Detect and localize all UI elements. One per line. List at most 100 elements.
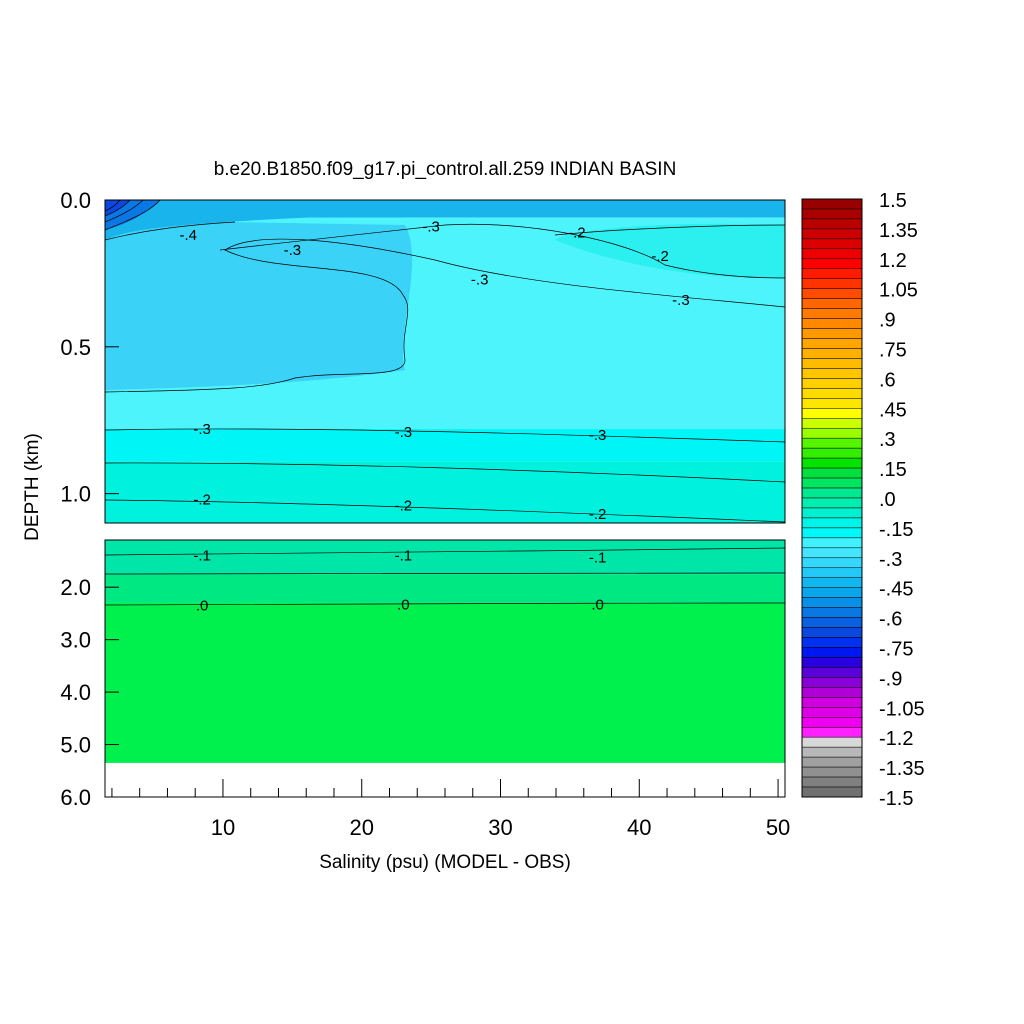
colorbar-swatch <box>801 467 863 479</box>
contour-band <box>105 540 785 575</box>
contour-label: -.1 <box>589 549 607 566</box>
colorbar-swatch <box>801 418 863 429</box>
contour-label: -.3 <box>395 424 413 441</box>
y-tick-label: 5.0 <box>60 733 91 758</box>
colorbar-swatch <box>801 637 863 648</box>
upper-panel-frame <box>104 199 786 524</box>
contour-label: .0 <box>591 597 604 614</box>
contour-label: -.1 <box>193 548 211 565</box>
contour-label: -.2 <box>193 492 211 509</box>
x-tick-label: 10 <box>211 815 235 840</box>
colorbar-swatch <box>801 707 863 718</box>
colorbar-swatch <box>801 248 863 260</box>
colorbar-label: .9 <box>879 310 896 332</box>
colorbar-label: -.6 <box>879 609 902 631</box>
colorbar-swatch <box>801 587 863 598</box>
colorbar-label: .3 <box>879 429 896 451</box>
colorbar-label: -.3 <box>879 549 902 571</box>
contour-label: -.4 <box>180 227 198 244</box>
colorbar-swatch <box>801 717 863 728</box>
colorbar-swatch <box>801 507 863 519</box>
colorbar-swatch <box>801 627 863 638</box>
contour-label: -.3 <box>471 271 489 288</box>
contour-band <box>105 220 413 390</box>
colorbar-swatch <box>801 278 863 289</box>
contour-label: -.3 <box>672 292 690 309</box>
colorbar-swatch <box>801 398 863 409</box>
colorbar-swatch <box>801 746 863 758</box>
colorbar-label: 1.2 <box>879 250 907 272</box>
contour-band <box>555 223 785 279</box>
colorbar-swatch <box>801 447 863 459</box>
contour-label: -.1 <box>395 548 413 565</box>
contour-label: -.2 <box>395 497 413 514</box>
colorbar-swatch <box>801 288 863 299</box>
colorbar-label: -1.35 <box>879 758 925 780</box>
contour-band <box>105 200 130 216</box>
contour-line <box>104 199 144 223</box>
colorbar-swatch <box>801 268 863 279</box>
contour-band <box>105 602 785 763</box>
colorbar-swatch <box>801 786 863 798</box>
colorbar-swatch <box>801 218 863 230</box>
contour-band <box>105 461 785 523</box>
colorbar-swatch <box>801 258 863 270</box>
colorbar-swatch <box>801 437 863 449</box>
colorbar-label: 1.05 <box>879 280 918 302</box>
contour-label: -.3 <box>193 421 211 438</box>
y-tick-label: 3.0 <box>60 628 91 653</box>
contour-line <box>104 602 786 606</box>
colorbar-swatch <box>801 756 863 768</box>
contour-line <box>104 221 236 241</box>
colorbar-swatch <box>801 408 863 419</box>
colorbar-swatch <box>801 617 863 628</box>
colorbar-swatch <box>801 228 863 240</box>
colorbar-label: -1.5 <box>879 788 913 810</box>
contour-band <box>105 200 785 240</box>
contour-label: -.2 <box>651 248 669 265</box>
contour-line <box>554 224 786 236</box>
colorbar: 1.5 1.35 1.2 1.05 .9 .75 .6 .45 .3 .15 .0 -.15 -.3 -.… <box>801 190 925 810</box>
upper-panel: -.4 -.3 -.3 -.3 -.2 -.2 -.3 -.3 -.3 -.3 -.2 -.2 -.2 <box>104 199 786 524</box>
contour-line <box>104 499 786 523</box>
contour-line <box>104 199 131 217</box>
colorbar-label: -.15 <box>879 519 913 541</box>
contour-line <box>104 199 161 231</box>
x-tick-label: 30 <box>488 815 512 840</box>
colorbar-swatch <box>801 677 863 688</box>
contour-label: -.3 <box>284 242 302 259</box>
colorbar-swatch <box>801 687 863 698</box>
x-tick-label: 20 <box>349 815 373 840</box>
contour-label: .0 <box>397 597 410 614</box>
colorbar-swatch <box>801 348 863 359</box>
colorbar-label: .75 <box>879 340 907 362</box>
colorbar-label: .6 <box>879 369 896 391</box>
colorbar-label: .45 <box>879 399 907 421</box>
colorbar-swatch <box>801 308 863 319</box>
contour-label: -.2 <box>589 506 607 523</box>
contour-band <box>105 429 785 462</box>
colorbar-swatch <box>801 557 863 569</box>
colorbar-swatch <box>801 667 863 678</box>
colorbar-swatch <box>801 198 863 210</box>
colorbar-swatch <box>801 477 863 489</box>
y-axis: 0.0 0.5 1.0 2.0 3.0 4.0 5.0 6.0 <box>60 188 119 810</box>
colorbar-swatch <box>801 537 863 549</box>
contour-label: -.3 <box>589 427 607 444</box>
contour-label: -.2 <box>568 224 586 241</box>
colorbar-swatch <box>801 298 863 309</box>
colorbar-swatch <box>801 577 863 588</box>
y-tick-label: 1.0 <box>60 482 91 507</box>
contour-band <box>105 574 785 603</box>
y-tick-label: 0.5 <box>60 335 91 360</box>
chart-title: b.e20.B1850.f09_g17.pi_control.all.259 I… <box>214 159 677 180</box>
contour-line <box>104 199 121 212</box>
colorbar-swatch <box>801 607 863 618</box>
colorbar-label: 1.35 <box>879 220 918 242</box>
y-tick-label: 4.0 <box>60 680 91 705</box>
colorbar-frame <box>801 198 863 798</box>
colorbar-label: .15 <box>879 459 907 481</box>
x-axis: 10 20 30 40 50 <box>111 779 790 840</box>
colorbar-swatch <box>801 726 863 738</box>
colorbar-swatch <box>801 318 863 329</box>
